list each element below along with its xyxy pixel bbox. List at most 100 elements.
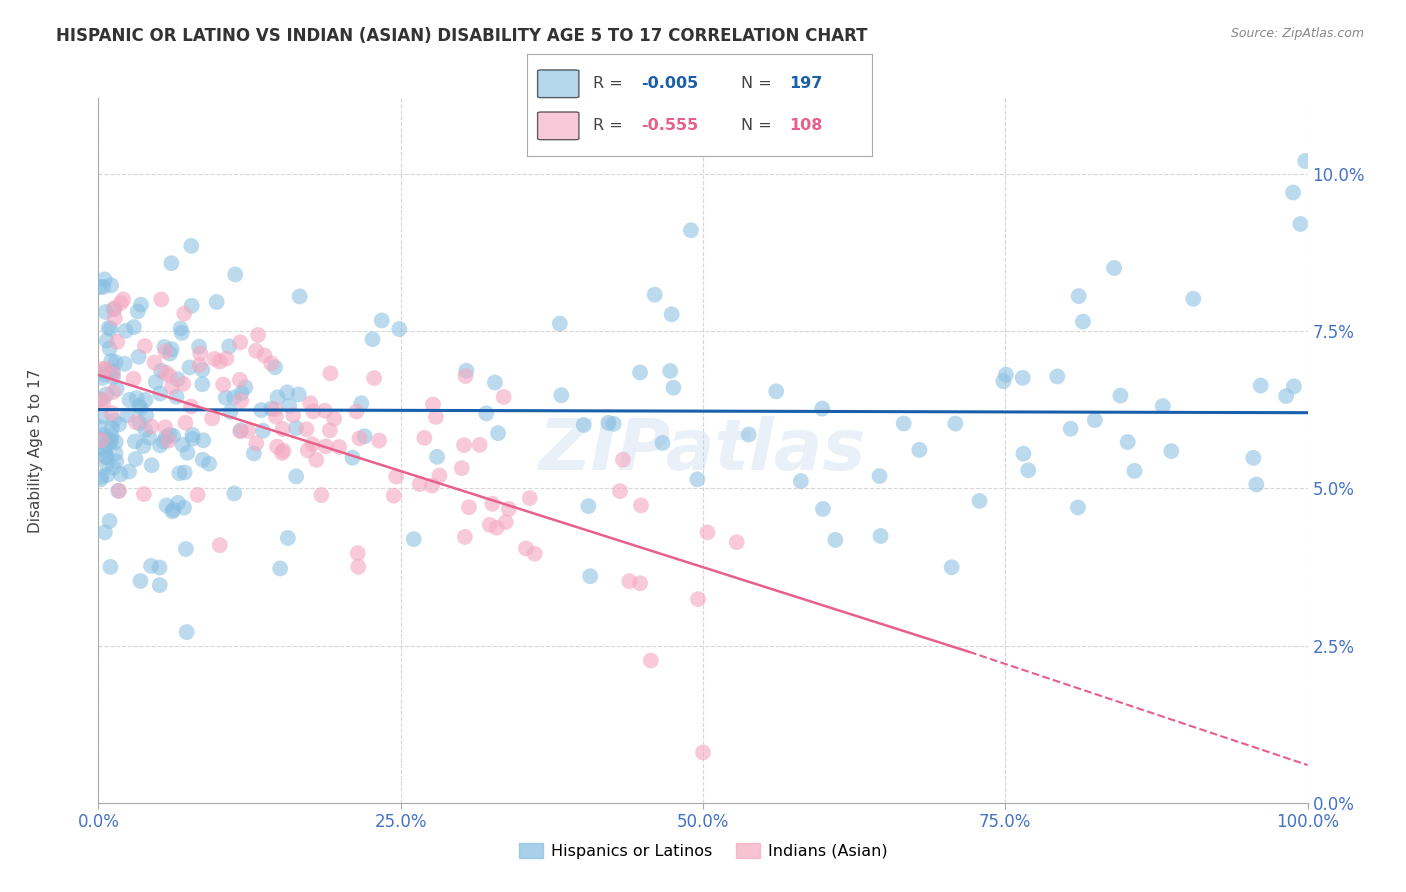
Point [288, 289, 311, 303]
Point [266, 440, 288, 454]
Point [1160, 444, 1182, 458]
Point [686, 472, 709, 486]
Point [201, 411, 224, 425]
Point [295, 422, 318, 436]
Point [429, 468, 451, 483]
Point [519, 491, 541, 505]
Point [101, 385, 124, 400]
Point [475, 406, 498, 420]
Text: ZIPatlas: ZIPatlas [540, 416, 866, 485]
Point [811, 401, 834, 416]
Point [264, 360, 287, 375]
Point [180, 239, 202, 253]
Point [149, 438, 172, 452]
Point [94, 450, 117, 465]
Point [612, 452, 634, 467]
Point [122, 372, 145, 386]
Point [297, 443, 319, 458]
Point [89, 420, 111, 434]
Point [90, 470, 112, 484]
Point [301, 437, 323, 451]
Point [138, 431, 160, 445]
Point [155, 430, 177, 444]
Point [347, 559, 370, 574]
Point [134, 339, 156, 353]
Point [250, 403, 273, 417]
Point [363, 371, 385, 385]
Point [166, 372, 188, 386]
Point [96, 387, 118, 401]
Point [125, 415, 148, 429]
Text: R =: R = [593, 76, 627, 91]
Point [692, 746, 714, 760]
Point [100, 421, 122, 435]
Point [1289, 217, 1312, 231]
Point [661, 307, 683, 321]
Point [90, 472, 112, 486]
Point [598, 416, 620, 430]
Point [1182, 292, 1205, 306]
Point [361, 332, 384, 346]
Point [1046, 369, 1069, 384]
Point [353, 429, 375, 443]
Point [91, 371, 114, 385]
Point [765, 384, 787, 399]
Point [908, 442, 931, 457]
Point [492, 390, 515, 404]
Point [104, 446, 127, 460]
Point [129, 574, 152, 588]
Point [271, 422, 294, 436]
Point [266, 390, 288, 404]
Point [382, 489, 405, 503]
Point [264, 402, 287, 417]
Point [169, 467, 191, 481]
Point [103, 460, 125, 475]
Point [229, 425, 252, 439]
Text: Source: ZipAtlas.com: Source: ZipAtlas.com [1230, 27, 1364, 40]
Point [127, 304, 149, 318]
Point [1282, 379, 1305, 393]
Point [468, 438, 491, 452]
Text: -0.005: -0.005 [641, 76, 699, 91]
Point [188, 358, 211, 372]
Point [124, 452, 146, 467]
Point [1067, 500, 1090, 515]
Point [319, 423, 342, 437]
Point [229, 373, 252, 387]
Point [824, 533, 846, 547]
Point [285, 421, 308, 435]
Point [260, 356, 283, 370]
Point [173, 466, 195, 480]
Point [523, 547, 546, 561]
Point [260, 401, 283, 416]
Point [224, 486, 246, 500]
Point [157, 368, 180, 383]
Point [342, 450, 364, 465]
Point [125, 391, 148, 405]
Point [160, 256, 183, 270]
Point [193, 434, 215, 448]
Point [101, 370, 124, 384]
Point [993, 374, 1015, 388]
Point [368, 434, 391, 448]
Point [94, 361, 117, 376]
Point [143, 355, 166, 369]
Point [110, 467, 132, 482]
Point [90, 435, 112, 450]
Point [315, 439, 337, 453]
Point [172, 438, 194, 452]
Point [172, 376, 194, 391]
Point [271, 446, 294, 460]
Point [371, 313, 394, 327]
Point [124, 434, 146, 449]
Point [170, 326, 193, 340]
Point [191, 452, 214, 467]
Point [139, 558, 162, 573]
Point [149, 578, 172, 592]
Point [105, 334, 128, 349]
Point [128, 350, 150, 364]
Point [218, 339, 240, 353]
Point [104, 311, 127, 326]
Point [869, 469, 891, 483]
Point [659, 364, 682, 378]
